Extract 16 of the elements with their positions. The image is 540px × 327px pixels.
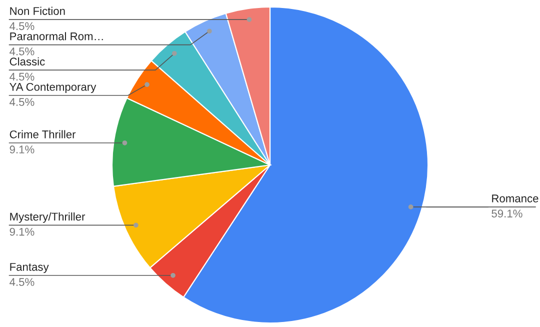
data-label: 9.1% <box>10 228 34 236</box>
slice-label: Crime Thriller <box>10 130 76 138</box>
slice-label: Classic <box>10 57 45 66</box>
slice-label: Non Fiction <box>10 6 65 15</box>
data-label: 4.5% <box>10 98 34 106</box>
data-label: 4.5% <box>10 48 34 56</box>
data-label: 9.1% <box>10 146 34 154</box>
data-label: 4.5% <box>10 72 34 81</box>
data-label: 59.1% <box>492 210 522 218</box>
slice-label: Fantasy <box>10 263 49 274</box>
slice-label: Romance <box>492 194 538 202</box>
data-label: 4.5% <box>10 22 34 30</box>
slice-label: YA Contemporary <box>10 82 96 93</box>
data-label: 4.5% <box>10 278 34 286</box>
slice-label: Paranormal Rom… <box>10 32 103 40</box>
slice-label: Mystery/Thriller <box>10 212 86 223</box>
